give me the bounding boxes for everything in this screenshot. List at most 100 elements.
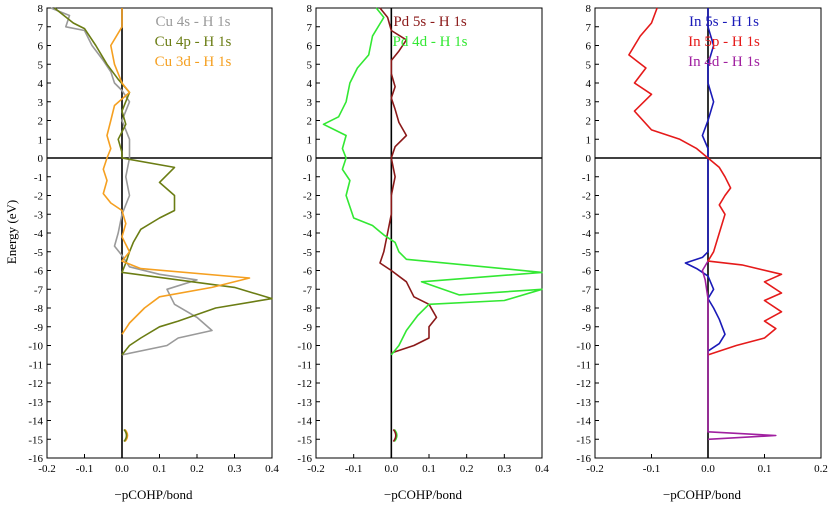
y-tick-label: -5 <box>582 247 592 259</box>
y-tick-label: -4 <box>303 228 313 240</box>
y-tick-label: 7 <box>586 22 592 34</box>
legend-entry: Cu 4p - H 1s <box>155 34 232 50</box>
y-tick-label: -4 <box>34 228 44 240</box>
y-tick-label: 2 <box>586 116 592 128</box>
y-tick-label: 4 <box>307 78 313 90</box>
plot-frame <box>315 7 543 459</box>
y-tick-label: -11 <box>29 359 43 371</box>
y-tick-label: -4 <box>582 228 592 240</box>
y-tick-label: -10 <box>576 341 591 353</box>
y-tick-label: -14 <box>576 416 591 428</box>
y-tick-label: -13 <box>28 397 43 409</box>
deep-level-marker <box>393 428 398 443</box>
y-tick-label: -6 <box>582 266 592 278</box>
y-tick-label: -11 <box>577 359 591 371</box>
series-line-2-0 <box>684 8 726 352</box>
x-tick-label: 0.3 <box>228 463 242 475</box>
series-line-1-1 <box>322 7 543 356</box>
deep-level-marker <box>124 428 129 443</box>
y-tick-label: 8 <box>38 3 44 15</box>
y-tick-label: -13 <box>576 397 591 409</box>
y-tick-label: -3 <box>303 209 313 221</box>
y-tick-label: -6 <box>34 266 44 278</box>
x-tick-label: 0.2 <box>460 463 474 475</box>
plot-frame <box>46 7 273 459</box>
y-tick-label: 6 <box>586 41 592 53</box>
x-tick-label: -0.2 <box>307 463 324 475</box>
x-tick-label: 0.0 <box>701 463 715 475</box>
legend-entry: In 4d - H 1s <box>688 54 760 70</box>
x-axis-label: −pCOHP/bond <box>384 487 463 502</box>
y-tick-label: -10 <box>297 341 312 353</box>
y-tick-label: -6 <box>303 266 313 278</box>
y-tick-label: 2 <box>38 116 44 128</box>
x-axis-label: −pCOHP/bond <box>663 487 742 502</box>
y-tick-label: -3 <box>34 209 44 221</box>
x-tick-label: 0.0 <box>384 463 398 475</box>
y-tick-label: 5 <box>38 59 44 71</box>
y-tick-label: 7 <box>38 22 44 34</box>
y-tick-label: -5 <box>303 247 313 259</box>
y-tick-label: 3 <box>38 97 44 109</box>
series-line-0-2 <box>102 8 251 335</box>
energy-axis-label: Energy (eV) <box>4 200 19 264</box>
x-tick-label: -0.1 <box>345 463 362 475</box>
series-line-0-0 <box>50 7 213 356</box>
y-tick-label: 0 <box>38 153 44 165</box>
x-tick-label: -0.1 <box>76 463 93 475</box>
y-tick-label: -2 <box>582 191 591 203</box>
y-tick-label: -5 <box>34 247 44 259</box>
y-tick-label: -15 <box>297 434 312 446</box>
y-tick-label: -8 <box>582 303 592 315</box>
y-tick-label: 8 <box>307 3 313 15</box>
y-tick-label: -8 <box>34 303 44 315</box>
y-tick-label: 2 <box>307 116 313 128</box>
y-tick-label: 0 <box>586 153 592 165</box>
y-tick-label: 1 <box>38 134 44 146</box>
legend-entry: In 5p - H 1s <box>688 34 760 50</box>
y-tick-label: 1 <box>586 134 592 146</box>
y-tick-label: -15 <box>576 434 591 446</box>
x-tick-label: 0.1 <box>758 463 772 475</box>
x-tick-label: 0.2 <box>190 463 204 475</box>
legend-entry: Cu 3d - H 1s <box>155 54 232 70</box>
y-tick-label: 6 <box>307 41 313 53</box>
x-axis-label: −pCOHP/bond <box>114 487 193 502</box>
y-tick-label: -8 <box>303 303 313 315</box>
legend-entry: Pd 5s - H 1s <box>393 14 467 30</box>
y-tick-label: -7 <box>303 284 313 296</box>
y-tick-label: -13 <box>297 397 312 409</box>
x-tick-label: 0.4 <box>535 463 549 475</box>
y-tick-label: -12 <box>576 378 591 390</box>
y-tick-label: -15 <box>28 434 43 446</box>
legend-entry: Cu 4s - H 1s <box>155 14 230 30</box>
panel-middle: 8 7 6 5 4 3 2 1 0 -1 -2 -3 -4 -5 -6 -7 -8 -9 -10 -11 -12 -13 -… <box>297 3 549 502</box>
y-tick-label: -16 <box>297 453 312 465</box>
y-tick-label: 8 <box>586 3 592 15</box>
deep-level-marker <box>392 428 397 443</box>
x-tick-label: 0.3 <box>497 463 511 475</box>
y-tick-label: -10 <box>28 341 43 353</box>
y-tick-label: 4 <box>38 78 44 90</box>
y-tick-label: 5 <box>586 59 592 71</box>
x-tick-label: -0.1 <box>643 463 660 475</box>
series-line-2-2 <box>701 260 777 441</box>
y-tick-label: -14 <box>28 416 43 428</box>
y-tick-label: 1 <box>307 134 313 146</box>
y-tick-label: -12 <box>297 378 312 390</box>
y-tick-label: -16 <box>28 453 43 465</box>
y-tick-label: 4 <box>586 78 592 90</box>
y-tick-label: -2 <box>303 191 312 203</box>
y-tick-label: -14 <box>297 416 312 428</box>
y-tick-label: -7 <box>582 284 592 296</box>
legend-entry: Pd 4d - H 1s <box>392 34 467 50</box>
x-tick-label: 0.1 <box>422 463 436 475</box>
y-tick-label: 6 <box>38 41 44 53</box>
legend-entry: In 5s - H 1s <box>689 14 759 30</box>
y-tick-label: 0 <box>307 153 313 165</box>
series-line-2-1 <box>628 7 783 356</box>
y-tick-label: -2 <box>34 191 43 203</box>
y-tick-label: 3 <box>586 97 592 109</box>
